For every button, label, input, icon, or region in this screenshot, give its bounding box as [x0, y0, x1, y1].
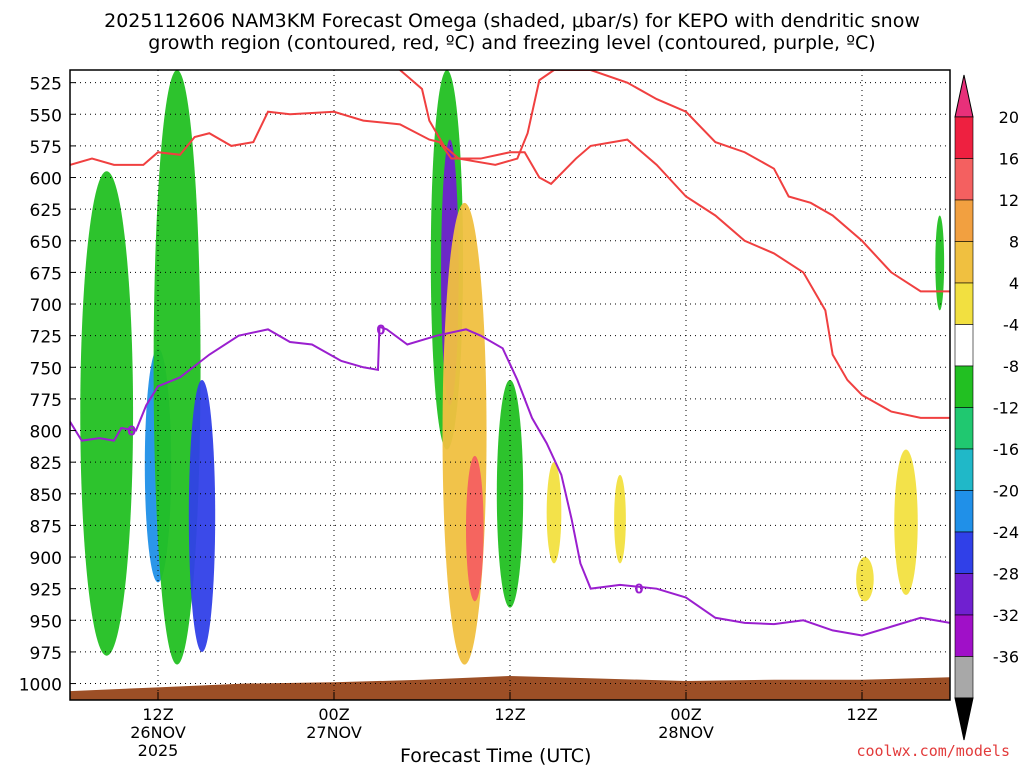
y-tick-label-675: 675 — [30, 264, 62, 284]
omega-descent-4 — [894, 449, 918, 595]
omega-descent-1-core — [466, 455, 484, 602]
y-tick-label-525: 525 — [30, 75, 62, 95]
omega-descent-5 — [856, 557, 874, 602]
colorbar-swatch-5 — [954, 324, 974, 367]
colorbar-label-10: -24 — [993, 523, 1019, 542]
omega-ascent-5 — [935, 215, 945, 311]
chart-title-line-1: 2025112606 NAM3KM Forecast Omega (shaded… — [104, 10, 920, 32]
y-tick-label-775: 775 — [30, 391, 62, 411]
colorbar-label-8: -16 — [993, 440, 1019, 459]
colorbar-label-2: 12 — [999, 191, 1019, 210]
omega-descent-3 — [614, 474, 626, 564]
colorbar-swatch-13 — [954, 656, 974, 699]
freezing-level-contour — [70, 325, 950, 637]
y-axis-ticks: 525 550 575 600 625 650 675 700 725 750 775 800 825 8… — [19, 75, 76, 696]
x-tick-label-36-0: 12Z — [494, 705, 525, 724]
colorbar-swatch-10 — [954, 531, 974, 574]
freezing-contour-label-1: 0 — [376, 323, 385, 338]
x-tick-label-48-1: 28NOV — [658, 723, 714, 742]
colorbar-swatch-2 — [954, 199, 974, 242]
y-tick-label-575: 575 — [30, 138, 62, 158]
dendritic-upper-contour — [70, 110, 950, 419]
colorbar-label-9: -20 — [993, 482, 1019, 501]
y-tick-label-850: 850 — [30, 486, 62, 506]
colorbar-swatch-1 — [954, 158, 974, 201]
omega-descent-2 — [546, 462, 562, 564]
colorbar-label-13: -36 — [993, 648, 1019, 667]
colorbar-swatch-0 — [954, 116, 974, 159]
colorbar-label-5: -4 — [1003, 316, 1019, 335]
colorbar-swatch-3 — [954, 241, 974, 284]
colorbar-label-11: -28 — [993, 565, 1019, 584]
omega-descent-1 — [442, 202, 487, 665]
ground-surface — [70, 675, 950, 700]
ground-layer — [70, 675, 950, 700]
contour-layer — [70, 70, 950, 637]
y-tick-label-900: 900 — [30, 549, 62, 569]
colorbar-swatch-8 — [954, 448, 974, 491]
colorbar-label-7: -12 — [993, 399, 1019, 418]
colorbar-label-3: 8 — [1009, 233, 1019, 252]
colorbar-top-arrow — [954, 74, 974, 118]
y-tick-label-950: 950 — [30, 612, 62, 632]
y-tick-label-1000: 1000 — [19, 676, 62, 696]
y-tick-label-800: 800 — [30, 423, 62, 443]
omega-ascent-2-core — [188, 379, 216, 652]
x-tick-label-24-1: 27NOV — [306, 723, 362, 742]
y-tick-label-650: 650 — [30, 233, 62, 253]
colorbar-swatch-9 — [954, 490, 974, 533]
pressure-grid — [70, 70, 950, 700]
colorbar-swatch-7 — [954, 407, 974, 450]
colorbar-swatch-11 — [954, 573, 974, 616]
x-tick-label-12-2: 2025 — [138, 741, 179, 760]
x-tick-label-24-0: 00Z — [318, 705, 349, 724]
colorbar-label-1: 16 — [999, 150, 1019, 169]
x-tick-label-12-1: 26NOV — [130, 723, 186, 742]
colorbar-swatch-4 — [954, 282, 974, 325]
x-tick-label-12-0: 12Z — [142, 705, 173, 724]
colorbar-label-4: 4 — [1009, 274, 1019, 293]
dendritic-lower-contour — [399, 70, 950, 293]
y-tick-label-725: 725 — [30, 328, 62, 348]
y-tick-label-550: 550 — [30, 106, 62, 126]
y-tick-label-625: 625 — [30, 201, 62, 221]
y-tick-label-825: 825 — [30, 454, 62, 474]
colorbar-label-0: 20 — [999, 108, 1019, 127]
y-tick-label-925: 925 — [30, 581, 62, 601]
colorbar-swatch-12 — [954, 614, 974, 657]
contour-label-layer: 0 0 0 — [127, 323, 644, 597]
colorbar-swatch-6 — [954, 365, 974, 408]
x-tick-label-60-0: 12Z — [846, 705, 877, 724]
y-tick-label-750: 750 — [30, 359, 62, 379]
colorbar-bottom-arrow — [954, 697, 974, 741]
y-tick-label-875: 875 — [30, 517, 62, 537]
colorbar-label-12: -32 — [993, 606, 1019, 625]
y-tick-label-600: 600 — [30, 170, 62, 190]
omega-ascent-1 — [80, 171, 134, 656]
colorbar: 20 16 12 8 4 -4 -8 -12 -16 -20 -24 -28 -32 -36 — [954, 74, 1019, 741]
chart-title-line-2: growth region (contoured, red, ºC) and f… — [148, 32, 876, 54]
freezing-contour-label-2: 0 — [635, 583, 644, 598]
x-tick-label-48-0: 00Z — [670, 705, 701, 724]
site-credit[interactable]: coolwx.com/models — [856, 742, 1010, 760]
y-tick-label-975: 975 — [30, 644, 62, 664]
colorbar-label-6: -8 — [1003, 357, 1019, 376]
y-tick-label-700: 700 — [30, 296, 62, 316]
freezing-contour-label-0: 0 — [127, 425, 136, 440]
x-axis-title: Forecast Time (UTC) — [400, 745, 592, 767]
